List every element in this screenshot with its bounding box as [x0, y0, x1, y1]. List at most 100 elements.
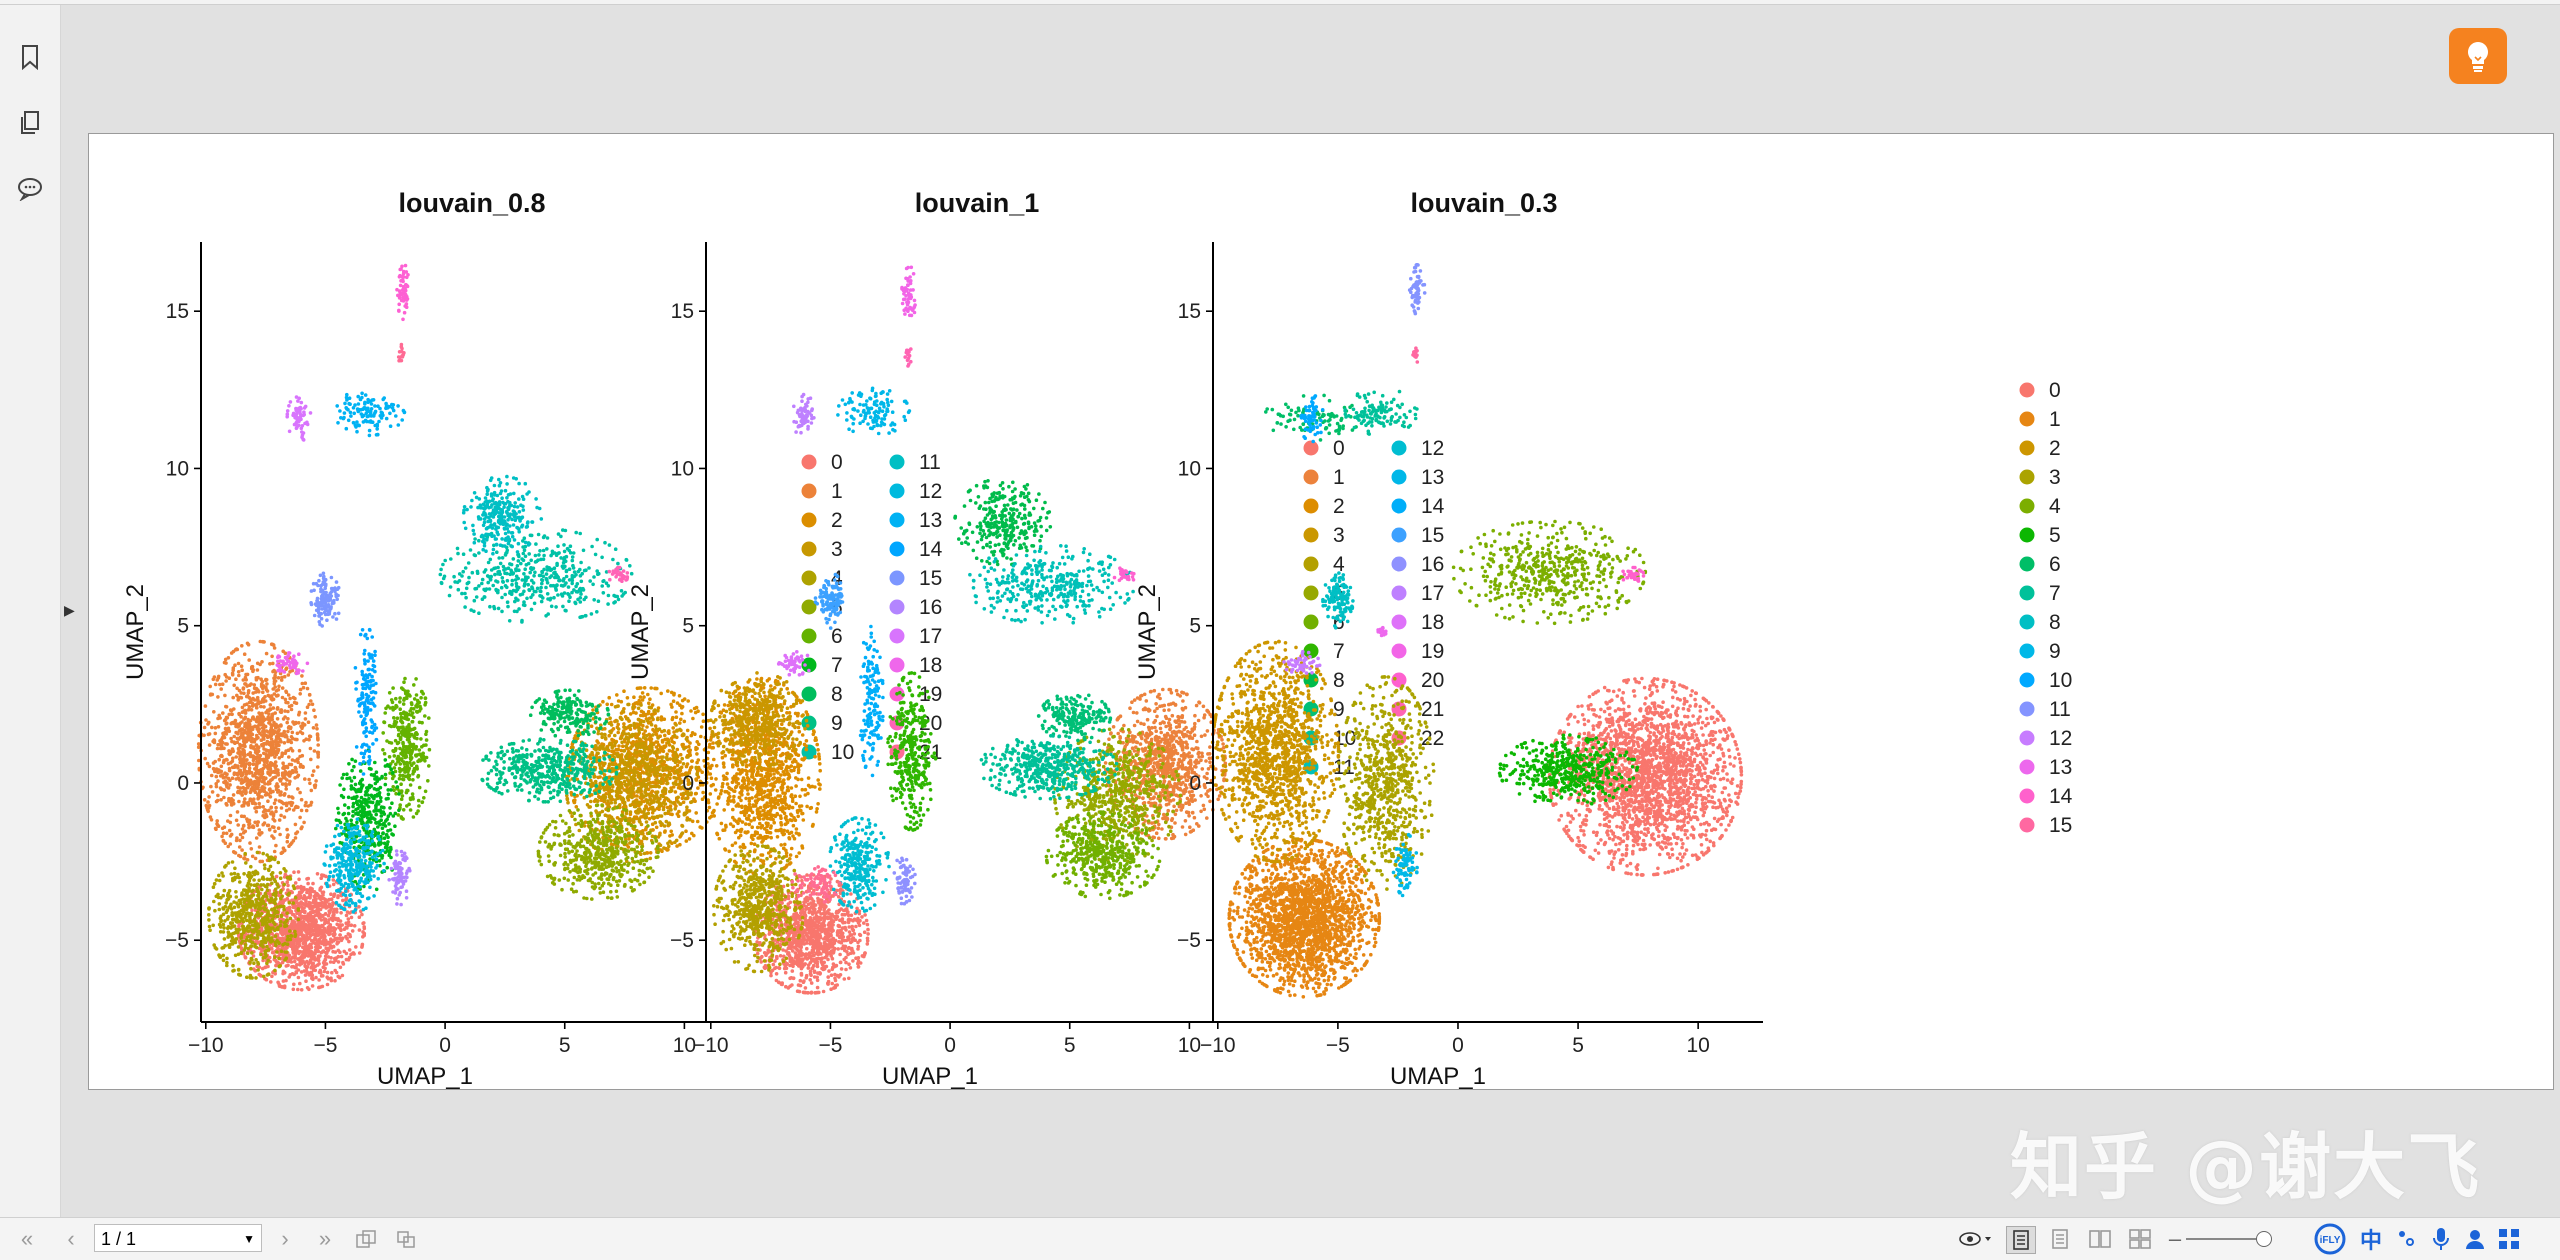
data-point — [231, 776, 235, 780]
data-point — [309, 699, 313, 703]
data-point — [300, 726, 304, 730]
data-point — [284, 979, 288, 983]
data-point — [268, 828, 272, 832]
data-point — [273, 770, 277, 774]
data-point — [304, 681, 308, 685]
data-point — [240, 764, 244, 768]
data-point — [260, 660, 264, 664]
data-point — [268, 743, 272, 747]
bookmark-icon[interactable] — [16, 43, 44, 71]
data-point — [216, 824, 220, 828]
data-point — [309, 747, 313, 751]
data-point — [261, 690, 265, 694]
data-point — [245, 758, 249, 762]
data-point — [306, 705, 310, 709]
data-point — [252, 759, 256, 763]
data-point — [274, 741, 278, 745]
data-point — [280, 753, 284, 757]
data-point — [309, 894, 313, 898]
data-point — [345, 958, 349, 962]
data-point — [255, 806, 259, 810]
data-point — [224, 779, 228, 783]
data-point — [639, 714, 643, 718]
data-point — [327, 933, 331, 937]
data-point — [297, 958, 301, 962]
data-point — [647, 701, 651, 705]
data-point — [271, 951, 275, 955]
data-point — [281, 850, 285, 854]
expand-sidebar-arrow-icon[interactable]: ▶ — [64, 602, 76, 620]
data-point — [353, 924, 357, 928]
data-point — [687, 745, 691, 749]
data-point — [325, 900, 329, 904]
data-point — [677, 810, 681, 814]
data-point — [255, 836, 259, 840]
data-point — [294, 832, 298, 836]
data-point — [314, 783, 318, 787]
data-point — [275, 960, 279, 964]
data-point — [360, 945, 364, 949]
data-point — [254, 790, 258, 794]
data-point — [253, 738, 257, 742]
data-point — [311, 774, 315, 778]
data-point — [241, 706, 245, 710]
data-point — [676, 701, 680, 705]
data-point — [317, 959, 321, 963]
data-point — [700, 826, 704, 830]
data-point — [244, 956, 248, 960]
data-point — [259, 640, 263, 644]
data-point — [286, 710, 290, 714]
data-point — [235, 687, 239, 691]
data-point — [281, 933, 285, 937]
data-point — [298, 922, 302, 926]
data-point — [614, 748, 618, 752]
data-point — [236, 823, 240, 827]
data-point — [258, 761, 262, 765]
data-point — [635, 701, 639, 705]
data-point — [311, 984, 315, 988]
cluster-1-points — [197, 640, 320, 864]
data-point — [241, 804, 245, 808]
data-point — [257, 749, 261, 753]
data-point — [285, 802, 289, 806]
data-point — [690, 765, 694, 769]
data-point — [270, 655, 274, 659]
data-point — [644, 713, 648, 717]
data-point — [256, 780, 260, 784]
data-point — [248, 767, 252, 771]
data-point — [235, 836, 239, 840]
data-point — [296, 761, 300, 765]
data-point — [224, 658, 228, 662]
data-point — [283, 815, 287, 819]
data-point — [314, 976, 318, 980]
data-point — [298, 749, 302, 753]
comment-icon[interactable] — [16, 175, 44, 203]
data-point — [683, 720, 687, 724]
data-point — [234, 719, 238, 723]
data-point — [216, 747, 220, 751]
pages-icon[interactable] — [16, 109, 44, 137]
data-point — [240, 771, 244, 775]
data-point — [331, 950, 335, 954]
assistant-lightbulb-button[interactable] — [2449, 28, 2507, 84]
data-point — [332, 945, 336, 949]
data-point — [269, 791, 273, 795]
lightbulb-icon — [2461, 37, 2495, 75]
data-point — [262, 705, 266, 709]
data-point — [317, 751, 321, 755]
data-point — [253, 698, 257, 702]
data-point — [255, 810, 259, 814]
data-point — [203, 726, 207, 730]
data-point — [221, 827, 225, 831]
data-point — [274, 964, 278, 968]
data-point — [684, 797, 688, 801]
data-point — [277, 826, 281, 830]
data-point — [237, 712, 241, 716]
data-point — [298, 692, 302, 696]
data-point — [324, 958, 328, 962]
data-point — [278, 793, 282, 797]
data-point — [223, 788, 227, 792]
data-point — [672, 741, 676, 745]
data-point — [251, 746, 255, 750]
data-point — [347, 917, 351, 921]
